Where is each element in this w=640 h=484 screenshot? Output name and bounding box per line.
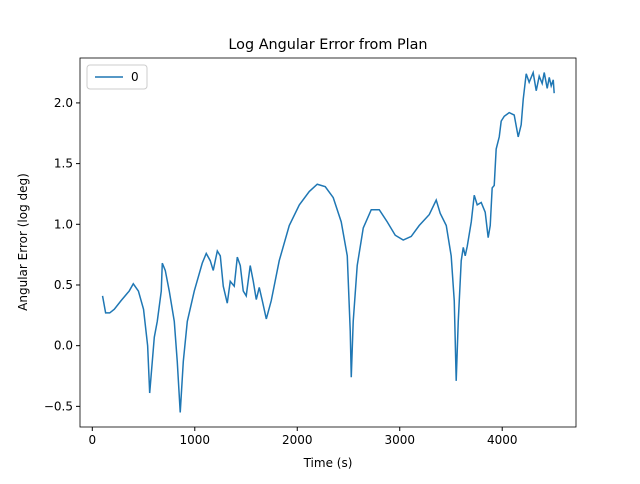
y-tick-label: 0.5: [54, 278, 73, 292]
y-tick-label: 1.0: [54, 217, 73, 231]
x-tick-label: 0: [88, 433, 96, 447]
y-tick-label: 1.5: [54, 157, 73, 171]
y-tick-label: 2.0: [54, 96, 73, 110]
x-tick-label: 1000: [180, 433, 211, 447]
x-tick-label: 4000: [487, 433, 518, 447]
y-tick-label: 0.0: [54, 339, 73, 353]
chart-title: Log Angular Error from Plan: [228, 37, 427, 53]
legend-label: 0: [131, 70, 139, 84]
x-tick-label: 3000: [384, 433, 415, 447]
data-line: [101, 69, 555, 413]
y-axis-label: Angular Error (log deg): [16, 173, 30, 311]
y-tick-label: −0.5: [44, 399, 73, 413]
plot-frame: [79, 57, 577, 428]
x-axis-label: Time (s): [303, 456, 353, 470]
x-tick-label: 2000: [282, 433, 313, 447]
